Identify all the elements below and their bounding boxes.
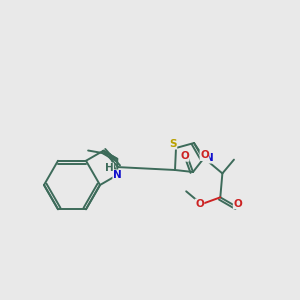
Text: O: O xyxy=(180,151,189,161)
Text: H: H xyxy=(105,163,113,173)
Text: N: N xyxy=(113,170,122,180)
Text: N: N xyxy=(205,153,213,163)
Text: S: S xyxy=(169,139,177,149)
Text: O: O xyxy=(195,199,204,209)
Text: O: O xyxy=(233,199,242,209)
Text: O: O xyxy=(200,151,209,160)
